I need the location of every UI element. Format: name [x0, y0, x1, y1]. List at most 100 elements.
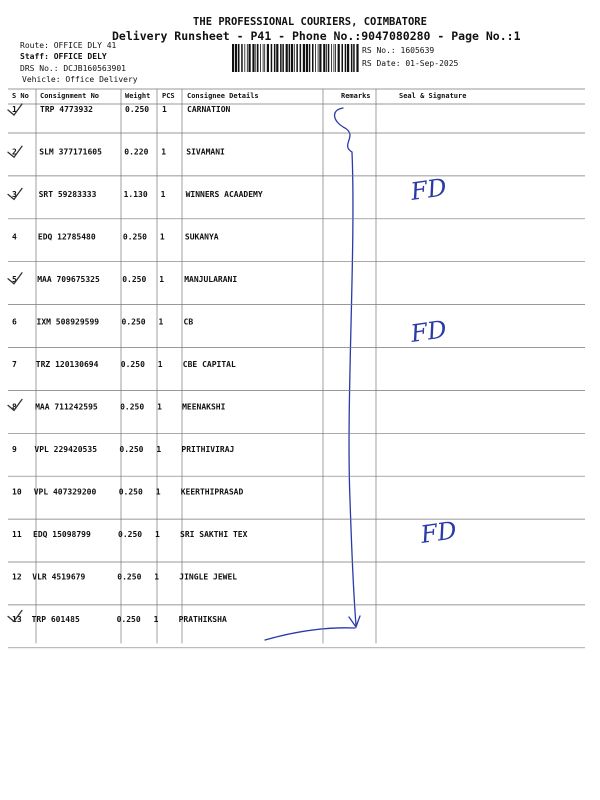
barcode-bar [308, 44, 311, 72]
cell: 1.130 [124, 190, 148, 199]
handwritten-tick [7, 272, 23, 285]
barcode-bar [353, 44, 355, 72]
cell: CBE CAPITAL [183, 360, 236, 369]
barcode-bar [264, 44, 266, 72]
cell: VPL 407329200 [34, 488, 97, 497]
cell: 0.250 [118, 530, 142, 539]
barcode-bar [241, 44, 243, 72]
column-header: PCS [162, 92, 175, 100]
cell: 0.250 [119, 488, 143, 497]
staff: Staff: OFFICE DELY [20, 52, 107, 61]
handwritten-note: FD [418, 516, 458, 549]
column-header: Remarks [341, 92, 371, 100]
cell: 1 [156, 488, 161, 497]
handwritten-tick [7, 103, 23, 116]
handwritten-note: FD [408, 315, 448, 348]
barcode-bar [356, 44, 359, 72]
barcode-bar [238, 44, 240, 72]
rs-no: RS No.: 1605639 [362, 46, 434, 55]
barcode-bar [317, 44, 319, 72]
cell: 1 [157, 403, 162, 412]
cell: 0.250 [125, 105, 149, 114]
barcode-bar [326, 44, 327, 72]
barcode-bar [260, 44, 261, 72]
column-header: Consignee Details [187, 92, 259, 100]
barcode-bar [312, 44, 314, 72]
barcode [232, 44, 359, 72]
barcode-bar [262, 44, 264, 72]
cell: 13 [12, 615, 22, 624]
column-header: Weight [125, 92, 150, 100]
cell: 4 [12, 233, 17, 242]
barcode-bar [282, 44, 284, 72]
cell: EDQ 12785480 [38, 233, 96, 242]
cell: 0.250 [117, 573, 141, 582]
cell: 9 [12, 445, 17, 454]
barcode-bar [305, 44, 308, 72]
vehicle: Vehicle: Office Delivery [22, 75, 138, 84]
company-name: THE PROFESSIONAL COURIERS, COIMBATORE [193, 16, 427, 28]
cell: 1 [162, 105, 167, 114]
cell: 1 [158, 360, 163, 369]
cell: 0.250 [117, 615, 141, 624]
barcode-bar [327, 44, 330, 72]
handwritten-tick [7, 145, 23, 159]
barcode-bar [288, 44, 291, 72]
barcode-bar [350, 44, 353, 72]
barcode-bar [344, 44, 347, 72]
cell: MAA 709675325 [37, 275, 100, 284]
cell: 1 [12, 105, 17, 114]
cell: TRP 601485 [32, 615, 80, 624]
cell: 0.250 [120, 403, 144, 412]
route: Route: OFFICE DLY 41 [20, 41, 117, 50]
cell: 1 [161, 148, 166, 157]
cell: EDQ 15098799 [33, 530, 91, 539]
cell: PRITHIVIRAJ [181, 445, 234, 454]
cell: CB [184, 318, 194, 327]
column-header: Consignment No [40, 92, 99, 100]
cell: 0.250 [123, 233, 147, 242]
cell: 1 [159, 275, 164, 284]
handwritten-tick [7, 609, 23, 623]
column-header: Seal & Signature [399, 92, 466, 100]
barcode-bar [319, 44, 322, 72]
cell: SRI SAKTHI TEX [180, 530, 248, 539]
rs-date: RS Date: 01-Sep-2025 [362, 59, 459, 68]
barcode-bar [323, 44, 326, 72]
cell: 1 [156, 445, 161, 454]
cell: 0.250 [121, 360, 145, 369]
handwritten-note: FD [408, 173, 448, 206]
cell: MEENAKSHI [182, 403, 226, 412]
cell: 0.250 [119, 445, 143, 454]
barcode-bar [347, 44, 350, 72]
column-header: S No [12, 92, 29, 100]
cell: CARNATION [187, 105, 231, 114]
cell: 1 [161, 190, 166, 199]
cell: 1 [159, 318, 164, 327]
cell: SRT 59283333 [39, 190, 97, 199]
cell: 2 [12, 148, 17, 157]
barcode-bar [331, 44, 332, 72]
cell: MAA 711242595 [35, 403, 98, 412]
cell: 0.220 [124, 148, 148, 157]
barcode-bar [255, 44, 257, 72]
sheet-title: Delivery Runsheet - P41 - Phone No.:9047… [112, 29, 521, 43]
handwritten-tick [7, 398, 23, 412]
cell: JINGLE JEWEL [179, 573, 237, 582]
cell: 7 [12, 360, 17, 369]
cell: 0.250 [122, 275, 146, 284]
cell: SLM 377171605 [39, 148, 102, 157]
barcode-bar [290, 44, 294, 72]
barcode-bar [333, 44, 335, 72]
barcode-bar [337, 44, 340, 72]
barcode-bar [266, 44, 269, 72]
cell: VPL 229420535 [34, 445, 97, 454]
handwritten-arrow [264, 107, 361, 641]
cell: 0.250 [122, 318, 146, 327]
barcode-bar [335, 44, 336, 72]
barcode-bar [244, 44, 246, 72]
cell: SIVAMANI [186, 148, 225, 157]
cell: 1 [155, 530, 160, 539]
